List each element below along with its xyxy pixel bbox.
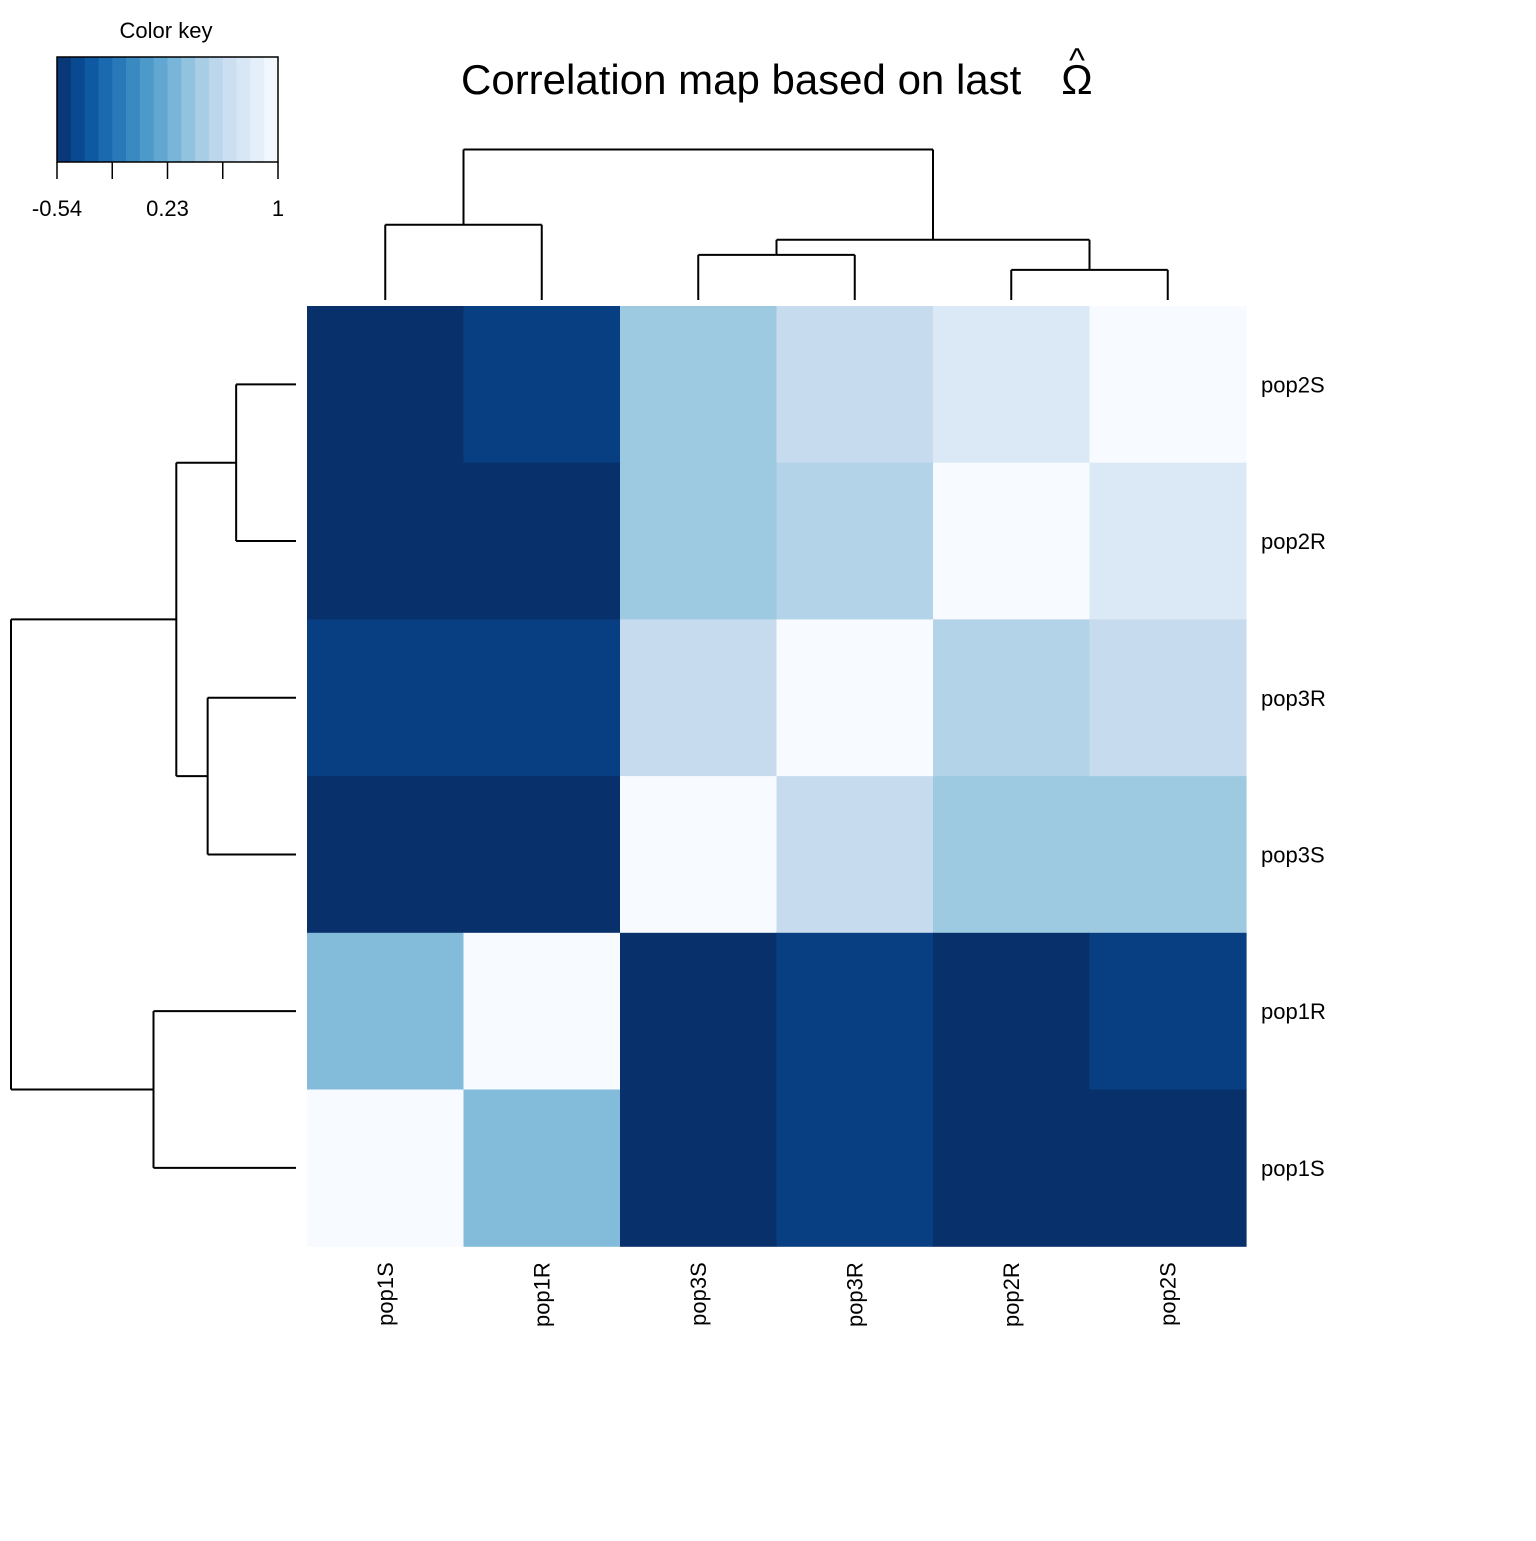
color-key-band bbox=[98, 57, 113, 162]
heatmap-cell bbox=[933, 1089, 1091, 1247]
heatmap-cell bbox=[1089, 619, 1247, 777]
color-key-band bbox=[250, 57, 265, 162]
heatmap-cell bbox=[776, 776, 934, 934]
color-key-band bbox=[222, 57, 237, 162]
color-key-ticks: -0.54 0.23 1 bbox=[32, 162, 284, 221]
heatmap-cell bbox=[933, 932, 1091, 1091]
heatmap-cell bbox=[463, 306, 621, 464]
color-key-band bbox=[264, 57, 279, 162]
heatmap-cell bbox=[620, 932, 778, 1091]
row-dendrogram bbox=[10, 383, 296, 1169]
heatmap-cell bbox=[307, 776, 465, 934]
heatmap-cell bbox=[463, 776, 621, 934]
heatmap-cell bbox=[776, 1089, 934, 1247]
heatmap-cell bbox=[463, 1089, 621, 1247]
color-key-band bbox=[112, 57, 127, 162]
heatmap-cell bbox=[933, 462, 1091, 620]
row-label: pop3S bbox=[1261, 842, 1325, 867]
color-key-band bbox=[195, 57, 210, 162]
column-label: pop3S bbox=[686, 1262, 711, 1326]
column-labels: pop1S pop1R pop3S pop3R pop2R pop2S bbox=[373, 1262, 1181, 1327]
column-label: pop3R bbox=[843, 1262, 868, 1327]
color-key-band bbox=[181, 57, 196, 162]
color-key-title: Color key bbox=[120, 18, 213, 43]
color-key-band bbox=[153, 57, 168, 162]
row-label: pop1S bbox=[1261, 1156, 1325, 1181]
color-key-band bbox=[139, 57, 155, 162]
heatmap-cell bbox=[1089, 462, 1247, 620]
heatmap-cell bbox=[933, 776, 1091, 934]
heatmap-cell bbox=[620, 776, 778, 934]
color-key-band bbox=[167, 57, 182, 162]
heatmap-cell bbox=[776, 619, 934, 777]
row-label: pop3R bbox=[1261, 686, 1326, 711]
color-key-band bbox=[70, 57, 86, 162]
column-dendrogram bbox=[384, 148, 1169, 300]
heatmap-cell bbox=[1089, 932, 1247, 1091]
column-label: pop1R bbox=[530, 1262, 555, 1327]
heatmap-cell bbox=[463, 462, 621, 620]
chart-title-accent: ^ bbox=[1069, 42, 1085, 80]
heatmap-cell bbox=[933, 619, 1091, 777]
color-key-band bbox=[57, 57, 72, 162]
heatmap-cell bbox=[307, 619, 465, 777]
heatmap-cell bbox=[620, 306, 778, 464]
color-key-tick-label: 0.23 bbox=[146, 196, 189, 221]
row-label: pop2S bbox=[1261, 372, 1325, 397]
heatmap-cell bbox=[463, 619, 621, 777]
row-labels: pop2S pop2R pop3R pop3S pop1R pop1S bbox=[1261, 372, 1326, 1181]
heatmap-cell bbox=[1089, 1089, 1247, 1247]
color-key: Color key -0.54 0.23 1 bbox=[32, 18, 284, 221]
color-key-bands bbox=[57, 57, 279, 162]
heatmap-cell bbox=[463, 932, 621, 1091]
column-label: pop2S bbox=[1156, 1262, 1181, 1326]
heatmap-cells bbox=[307, 306, 1247, 1247]
chart-title: Correlation map based on last Ω ^ bbox=[461, 42, 1093, 103]
row-label: pop2R bbox=[1261, 529, 1326, 554]
heatmap-cell bbox=[776, 932, 934, 1091]
heatmap-cell bbox=[620, 462, 778, 620]
column-label: pop2R bbox=[999, 1262, 1024, 1327]
heatmap-cell bbox=[620, 619, 778, 777]
chart-title-symbol: Ω bbox=[1061, 56, 1092, 103]
color-key-band bbox=[208, 57, 224, 162]
color-key-band bbox=[236, 57, 251, 162]
heatmap-cell bbox=[620, 1089, 778, 1247]
color-key-band bbox=[126, 57, 141, 162]
heatmap-cell bbox=[307, 306, 465, 464]
heatmap-cell bbox=[307, 932, 465, 1091]
column-label: pop1S bbox=[373, 1262, 398, 1326]
row-label: pop1R bbox=[1261, 999, 1326, 1024]
color-key-tick-label: -0.54 bbox=[32, 196, 82, 221]
heatmap-cell bbox=[1089, 306, 1247, 464]
heatmap-cell bbox=[776, 462, 934, 620]
heatmap-cell bbox=[1089, 776, 1247, 934]
heatmap-cell bbox=[776, 306, 934, 464]
color-key-band bbox=[84, 57, 99, 162]
color-key-tick-label: 1 bbox=[272, 196, 284, 221]
heatmap-cell bbox=[933, 306, 1091, 464]
chart-title-text: Correlation map based on last bbox=[461, 56, 1022, 103]
heatmap-cell bbox=[307, 1089, 465, 1247]
heatmap-cell bbox=[307, 462, 465, 620]
